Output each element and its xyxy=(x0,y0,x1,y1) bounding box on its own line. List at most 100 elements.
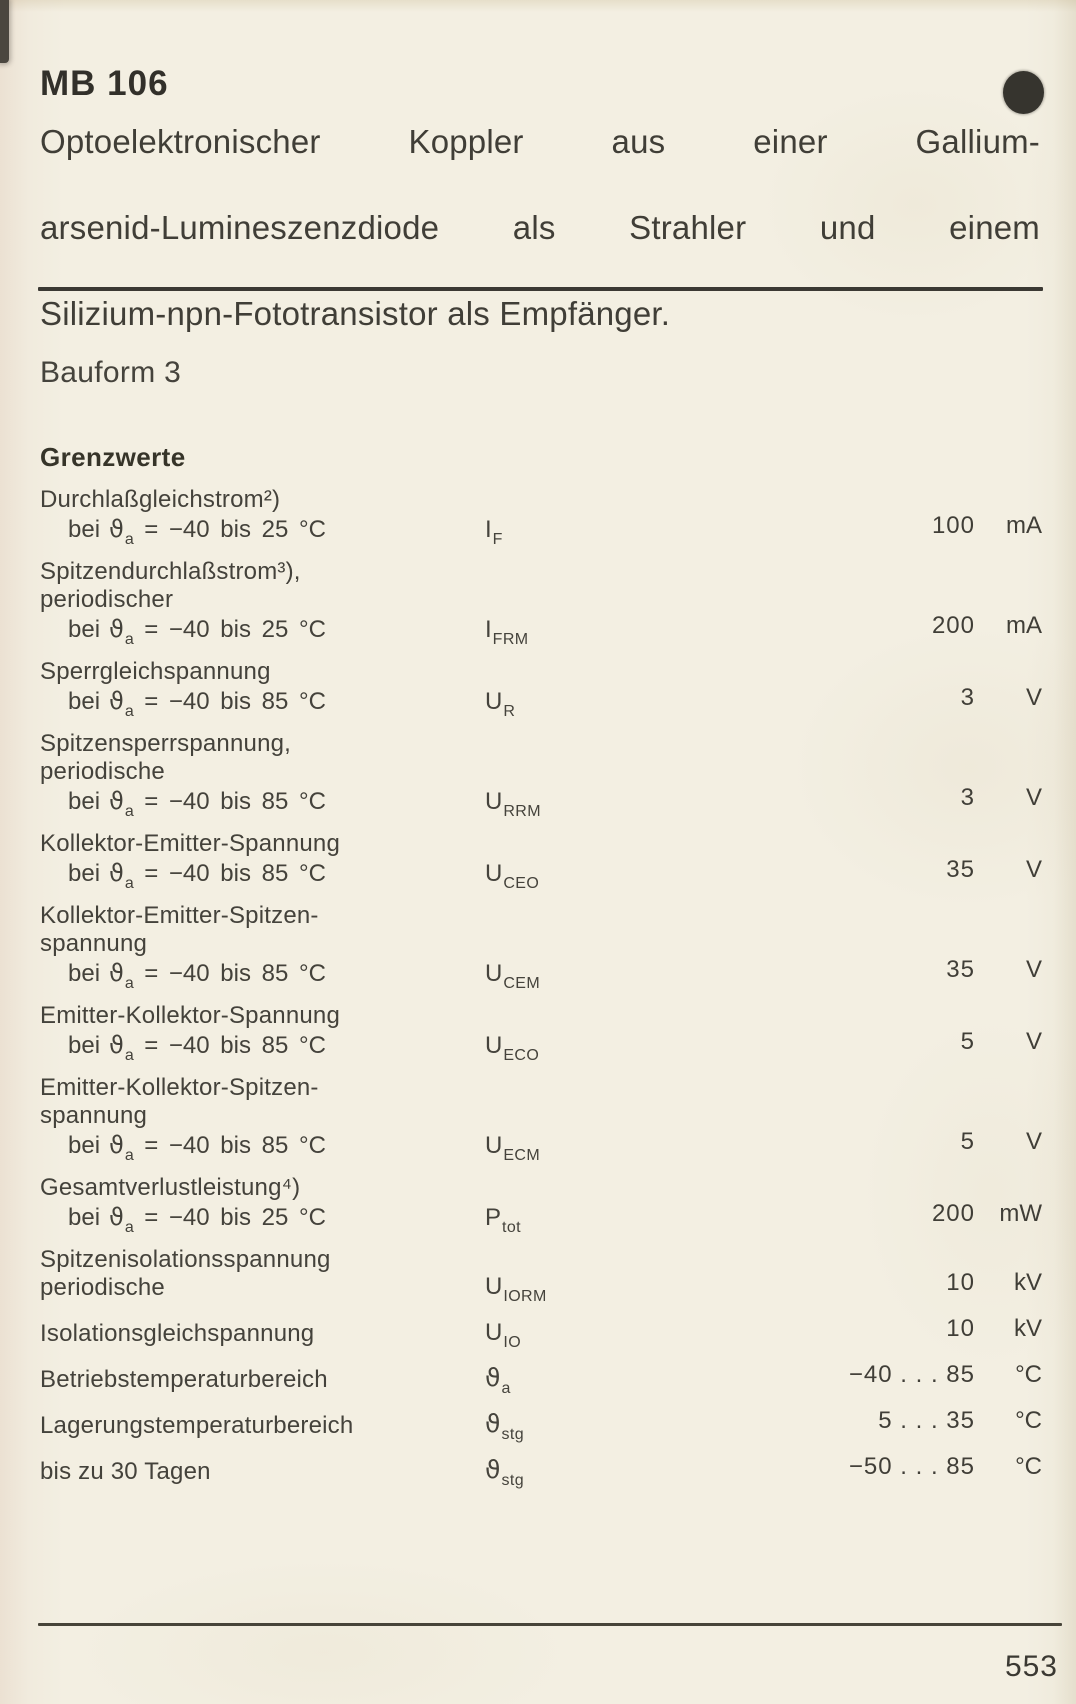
symbol-subscript: F xyxy=(492,531,503,548)
theta-symbol: ϑ xyxy=(109,1031,124,1059)
limit-unit: V xyxy=(1025,684,1042,711)
symbol-base: U xyxy=(485,688,503,715)
theta-subscript: a xyxy=(124,1219,135,1236)
limit-label-line: spannung xyxy=(40,930,148,957)
condition-range: = −40 bis 85 °C xyxy=(144,1132,326,1159)
formula-symbol: UR xyxy=(485,688,825,720)
symbol-subscript: R xyxy=(503,703,516,720)
limit-value: 3 xyxy=(960,784,975,811)
limit-unit: mA xyxy=(1006,512,1042,539)
description-line: Optoelektronischer Koppler aus einer Gal… xyxy=(40,123,1040,160)
formula-symbol: IFRM xyxy=(485,616,825,648)
formula-symbol: ϑa xyxy=(485,1363,825,1397)
limit-row: Spitzendurchlaßstrom³), periodischer bei ϑ… xyxy=(40,558,1042,648)
limit-label: Betriebstemperaturbereich xyxy=(40,1366,485,1394)
limit-value: 200 xyxy=(931,1200,975,1227)
theta-symbol: ϑ xyxy=(109,687,124,715)
limit-condition: bei ϑa = −40 bis 85 °C xyxy=(40,1130,485,1164)
theta-symbol: ϑ xyxy=(109,859,124,887)
limit-unit: kV xyxy=(1013,1269,1042,1296)
condition-prefix: bei xyxy=(68,616,101,643)
limit-unit: V xyxy=(1025,856,1042,883)
formula-symbol: ϑstg xyxy=(485,1455,825,1489)
condition-range: = −40 bis 85 °C xyxy=(144,860,326,887)
limit-row: Spitzensperrspannung, periodische bei ϑa = … xyxy=(40,730,1042,820)
limit-value: −40 . . . 85 xyxy=(848,1361,975,1388)
page-number: 553 xyxy=(1004,1650,1058,1683)
theta-subscript: a xyxy=(124,875,135,892)
symbol-base: I xyxy=(485,516,492,543)
theta-subscript: a xyxy=(124,703,135,720)
limit-row: Betriebstemperaturbereich ϑa −40 . . . 8… xyxy=(40,1361,1042,1397)
limit-label-line: Betriebstemperaturbereich xyxy=(40,1366,328,1393)
limit-label: Spitzenisolationsspannung periodische xyxy=(40,1246,485,1302)
symbol-base: ϑ xyxy=(485,1363,501,1392)
limit-label-line: Spitzenisolationsspannung xyxy=(40,1246,331,1273)
limit-condition: bei ϑa = −40 bis 25 °C xyxy=(40,514,485,548)
limit-label: Emitter-Kollektor-Spitzen-spannung bei ϑa… xyxy=(40,1074,485,1164)
divider-bottom xyxy=(38,1623,1062,1626)
limit-label: Kollektor-Emitter-Spannung bei ϑa = −40 bi… xyxy=(40,830,485,892)
symbol-subscript: ECM xyxy=(503,1147,541,1164)
limit-value: 200 xyxy=(931,612,975,639)
limit-label-line: Spitzensperrspannung, xyxy=(40,730,292,757)
limit-label-line: Spitzendurchlaßstrom³), xyxy=(40,558,301,585)
symbol-subscript: FRM xyxy=(492,631,529,648)
condition-range: = −40 bis 85 °C xyxy=(144,788,326,815)
limit-condition: bei ϑa = −40 bis 85 °C xyxy=(40,1030,485,1064)
limit-label: Isolationsgleichspannung xyxy=(40,1320,485,1348)
limit-condition: bei ϑa = −40 bis 85 °C xyxy=(40,786,485,820)
theta-subscript: a xyxy=(124,1047,135,1064)
limit-row: Kollektor-Emitter-Spitzen-spannung bei ϑa… xyxy=(40,902,1042,992)
condition-range: = −40 bis 25 °C xyxy=(144,516,326,543)
limit-condition: bei ϑa = −40 bis 85 °C xyxy=(40,686,485,720)
symbol-subscript: IORM xyxy=(503,1288,547,1305)
symbol-base: U xyxy=(485,1032,503,1059)
limit-condition: bei ϑa = −40 bis 25 °C xyxy=(40,1202,485,1236)
formula-symbol: Ptot xyxy=(485,1204,825,1236)
theta-subscript: a xyxy=(124,531,135,548)
limit-value: 5 xyxy=(960,1028,975,1055)
formula-symbol: URRM xyxy=(485,788,825,820)
scan-edge-artifact xyxy=(0,0,9,63)
limit-row: Isolationsgleichspannung UIO 10 kV xyxy=(40,1315,1042,1351)
condition-range: = −40 bis 25 °C xyxy=(144,616,326,643)
limit-label: Sperrgleichspannung bei ϑa = −40 bis 85 °C xyxy=(40,658,485,720)
symbol-base: U xyxy=(485,960,503,987)
page-title: MB 106 xyxy=(40,64,169,103)
condition-prefix: bei xyxy=(68,516,101,543)
symbol-base: U xyxy=(485,1319,503,1346)
formula-symbol: UCEO xyxy=(485,860,825,892)
limit-row: Emitter-Kollektor-Spitzen-spannung bei ϑa… xyxy=(40,1074,1042,1164)
limit-row: Spitzenisolationsspannung periodische UIO… xyxy=(40,1246,1042,1305)
limit-label-line: Kollektor-Emitter-Spannung xyxy=(40,830,341,857)
limit-condition: bei ϑa = −40 bis 85 °C xyxy=(40,958,485,992)
symbol-base: I xyxy=(485,616,492,643)
symbol-subscript: stg xyxy=(501,1426,525,1443)
limit-label-line: Isolationsgleichspannung xyxy=(40,1320,315,1347)
formula-symbol: UCEM xyxy=(485,960,825,992)
formula-symbol: ϑstg xyxy=(485,1409,825,1443)
thumb-index-dot-icon xyxy=(1003,71,1044,114)
limit-row: Lagerungstemperaturbereich ϑstg 5 . . . … xyxy=(40,1407,1042,1443)
symbol-subscript: RRM xyxy=(503,803,541,820)
condition-range: = −40 bis 85 °C xyxy=(144,688,326,715)
limit-value: 3 xyxy=(960,684,975,711)
symbol-base: P xyxy=(485,1204,502,1231)
limit-label-line: periodische xyxy=(40,1274,165,1301)
limit-label-line: Kollektor-Emitter-Spitzen- xyxy=(40,902,319,929)
limit-label-line: bis zu 30 Tagen xyxy=(40,1458,211,1485)
limit-value: 35 xyxy=(946,956,975,983)
symbol-subscript: ECO xyxy=(503,1047,540,1064)
limit-label-line: Lagerungstemperaturbereich xyxy=(40,1412,354,1439)
limit-value: 10 xyxy=(946,1269,975,1296)
description-line: arsenid-Lumineszenzdiode als Strahler un… xyxy=(40,209,1040,246)
limit-label-line: Emitter-Kollektor-Spannung xyxy=(40,1002,341,1029)
limit-label: Spitzensperrspannung, periodische bei ϑa = … xyxy=(40,730,485,820)
formula-symbol: UECO xyxy=(485,1032,825,1064)
limit-condition: bei ϑa = −40 bis 25 °C xyxy=(40,614,485,648)
limit-unit: °C xyxy=(1015,1407,1042,1434)
limit-label-line: Sperrgleichspannung xyxy=(40,658,271,685)
limit-row: Kollektor-Emitter-Spannung bei ϑa = −40 bi… xyxy=(40,830,1042,892)
